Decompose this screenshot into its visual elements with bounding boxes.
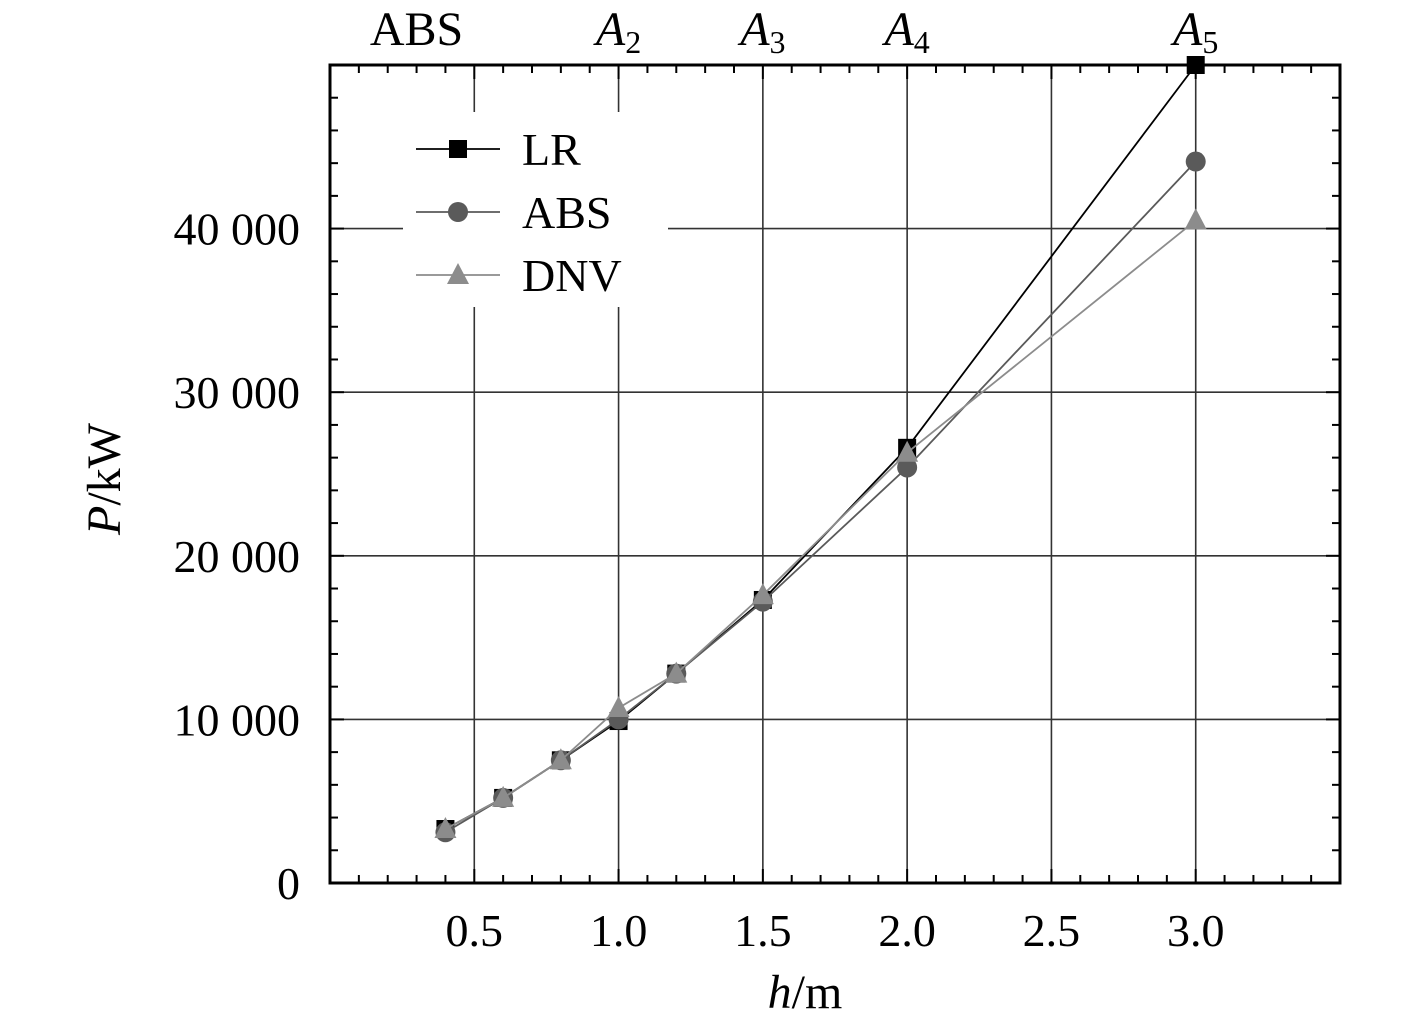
top-label-main: ABS <box>370 3 463 56</box>
x-axis-title: h/m <box>768 966 843 1016</box>
top-label-main: A <box>881 3 914 56</box>
series <box>434 56 1207 843</box>
top-label-sub: 4 <box>914 24 930 60</box>
x-tick-label: 0.5 <box>446 905 504 956</box>
x-tick-label: 2.5 <box>1023 905 1081 956</box>
y-axis-title: P/kW <box>78 422 131 536</box>
data-point <box>896 440 919 462</box>
legend: LR ABS DNV <box>403 112 668 307</box>
legend-swatch-marker <box>449 140 467 158</box>
data-point <box>492 785 515 807</box>
top-label-main: A <box>593 3 626 56</box>
y-axis-var: P <box>78 506 131 536</box>
y-tick-label: 20 000 <box>174 531 301 582</box>
x-tick-label: 1.5 <box>734 905 792 956</box>
x-axis-unit: /m <box>792 966 843 1016</box>
x-axis-var: h <box>768 966 792 1016</box>
x-tick-label: 1.0 <box>590 905 648 956</box>
top-label-sub: 3 <box>770 24 786 60</box>
data-point <box>751 583 774 605</box>
y-tick-labels: 0 10 000 20 000 30 000 40 000 <box>174 204 301 909</box>
data-point <box>897 457 918 478</box>
y-axis-unit: /kW <box>78 422 131 505</box>
plot-frame <box>328 63 1342 885</box>
x-tick-label: 3.0 <box>1167 905 1225 956</box>
legend-swatch-marker <box>448 202 468 222</box>
legend-label: DNV <box>522 250 622 301</box>
data-point <box>607 695 630 717</box>
data-point <box>434 817 457 839</box>
legend-label: LR <box>522 124 581 175</box>
top-label: A2 <box>593 3 641 60</box>
data-point <box>549 748 572 770</box>
x-tick-labels: 0.5 1.0 1.5 2.0 2.5 3.0 <box>446 905 1225 956</box>
data-point <box>665 661 688 683</box>
top-label: A3 <box>737 3 785 60</box>
series-line <box>445 219 1197 830</box>
top-label: A5 <box>1170 3 1218 60</box>
legend-swatch-marker <box>447 263 469 284</box>
y-tick-label: 30 000 <box>174 367 301 418</box>
top-label-sub: 5 <box>1202 24 1218 60</box>
data-point <box>1185 151 1206 172</box>
top-label-main: A <box>1170 3 1203 56</box>
top-label: A4 <box>881 3 929 60</box>
y-tick-label: 10 000 <box>174 694 301 745</box>
top-label-main: A <box>737 3 770 56</box>
y-tick-label: 40 000 <box>174 204 301 255</box>
top-label-sub: 2 <box>625 24 641 60</box>
legend-label: ABS <box>522 187 611 238</box>
top-labels: ABS A2 A3 A4 A5 <box>370 3 1218 60</box>
series-dnv <box>434 208 1207 839</box>
top-label: ABS <box>370 3 463 56</box>
x-tick-label: 2.0 <box>878 905 936 956</box>
y-tick-label: 0 <box>277 858 300 909</box>
data-point <box>1184 208 1207 230</box>
